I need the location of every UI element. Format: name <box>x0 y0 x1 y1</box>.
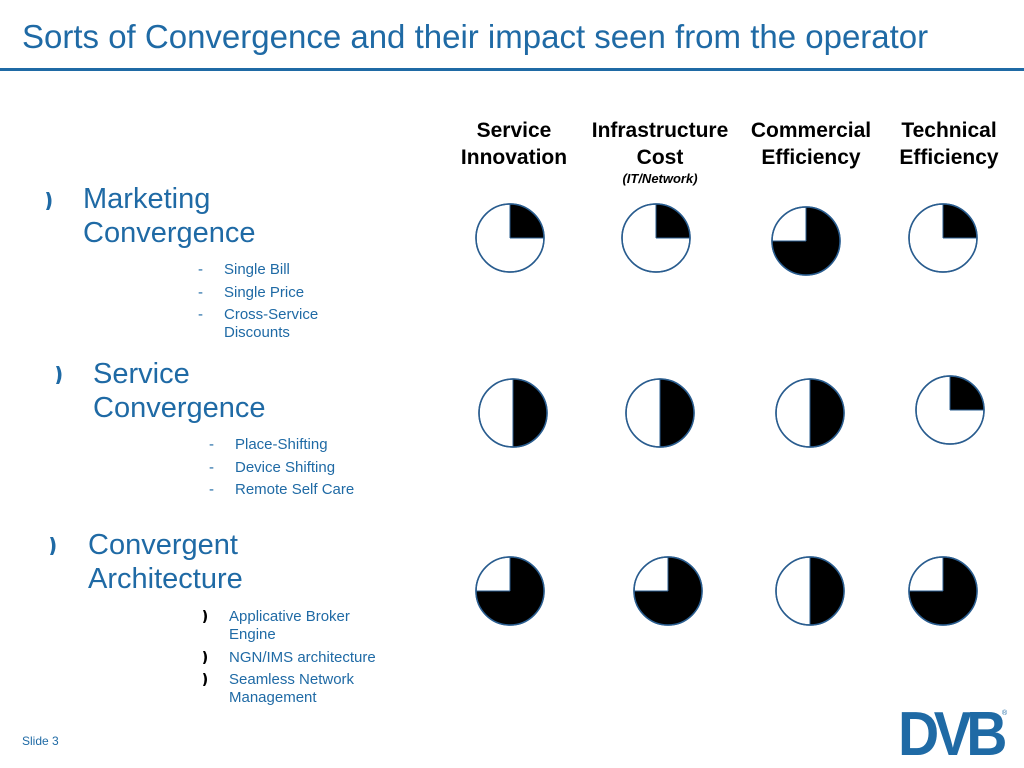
list-item-text: Place-Shifting <box>235 436 328 453</box>
column-header-technical-efficiency: Technical Efficiency <box>892 117 1006 171</box>
impact-pie-icon <box>621 203 691 273</box>
impact-pie-icon <box>771 206 841 276</box>
list-item-text: Single Bill <box>224 261 290 278</box>
list-item-text-continued: Engine <box>229 626 276 643</box>
list-item: NGN/IMS architecture <box>203 649 376 667</box>
marketing-convergence-list: - Single Bill - Single Price - Cross-Servic… <box>198 261 318 347</box>
impact-pie-icon <box>478 378 548 448</box>
impact-pie-icon <box>625 378 695 448</box>
service-convergence-list: - Place-Shifting - Device Shifting - Remote… <box>209 436 354 504</box>
column-header-line1: Infrastructure <box>591 119 729 142</box>
impact-pie-fill <box>943 204 977 238</box>
svg-text:DVB: DVB <box>898 706 1005 756</box>
convergent-architecture-list: Applicative Broker Engine NGN/IMS archite… <box>203 608 376 712</box>
dvb-logo: DVB ® <box>898 706 1008 756</box>
column-header-line2: Cost <box>636 146 684 169</box>
section-bullet-icon <box>46 192 52 210</box>
list-item-text: NGN/IMS architecture <box>229 648 376 666</box>
list-item: - Single Price <box>198 284 318 302</box>
list-item: - Single Bill <box>198 261 318 279</box>
list-item-text: Single Price <box>224 283 305 301</box>
impact-pie-fill <box>660 379 694 447</box>
column-header-service-innovation: Service Innovation <box>456 117 572 171</box>
list-item: - Device Shifting <box>209 459 354 477</box>
column-header-line1: Technical <box>901 119 997 142</box>
list-item-text: Seamless Network <box>229 671 355 688</box>
impact-pie-fill <box>656 204 690 238</box>
list-item: Seamless Network Management <box>203 671 376 707</box>
column-header-line1: Service <box>476 119 552 142</box>
section-title-line1: Marketing <box>83 183 211 215</box>
impact-pie-icon <box>775 556 845 626</box>
list-item-text: Device Shifting <box>235 458 336 476</box>
section-title-service-convergence: Service Convergence <box>93 357 266 425</box>
list-item: Applicative Broker Engine <box>203 608 376 644</box>
list-item-text-continued: Management <box>229 689 317 706</box>
section-title-convergent-architecture: Convergent Architecture <box>88 528 243 596</box>
column-header-line1: Commercial <box>750 119 872 142</box>
dash-bullet: - <box>198 306 203 323</box>
slide-number: Slide 3 <box>22 734 59 748</box>
list-item: - Place-Shifting <box>209 436 354 454</box>
column-header-line2: Innovation <box>460 146 568 169</box>
column-header-infrastructure-cost: Infrastructure Cost (IT/Network) <box>585 117 735 187</box>
dash-bullet: - <box>209 481 214 498</box>
impact-pie-icon <box>915 375 985 445</box>
column-header-line2: Efficiency <box>761 146 861 169</box>
column-header-commercial-efficiency: Commercial Efficiency <box>744 117 878 171</box>
impact-pie-icon <box>908 556 978 626</box>
dash-bullet: - <box>198 283 203 301</box>
impact-pie-fill <box>513 379 547 447</box>
dash-bullet: - <box>209 436 214 453</box>
impact-pie-fill <box>950 376 984 410</box>
section-bullet-icon <box>56 366 62 384</box>
dash-bullet: - <box>209 458 214 476</box>
column-header-line2: Efficiency <box>899 146 999 169</box>
list-item: - Cross-Service Discounts <box>198 306 318 342</box>
title-divider <box>0 68 1024 71</box>
section-title-line1: Convergent <box>88 529 238 561</box>
list-item-text-continued: Discounts <box>224 324 290 341</box>
impact-pie-icon <box>475 203 545 273</box>
dash-bullet: - <box>198 261 203 278</box>
impact-pie-icon <box>633 556 703 626</box>
impact-pie-icon <box>475 556 545 626</box>
impact-pie-fill <box>510 204 544 238</box>
chevron-bullet-icon <box>203 650 207 664</box>
chevron-bullet-icon <box>203 610 207 623</box>
section-title-line2: Convergence <box>93 392 266 424</box>
section-title-marketing-convergence: Marketing Convergence <box>83 182 256 250</box>
slide-title: Sorts of Convergence and their impact se… <box>22 18 929 55</box>
impact-pie-fill <box>810 379 844 447</box>
column-header-note: (IT/Network) <box>622 171 698 186</box>
list-item-text: Remote Self Care <box>235 481 355 498</box>
section-title-line1: Service <box>93 358 190 390</box>
list-item-text: Applicative Broker <box>229 608 350 625</box>
section-title-line2: Convergence <box>83 217 256 249</box>
impact-pie-fill <box>810 557 844 625</box>
impact-pie-icon <box>908 203 978 273</box>
chevron-bullet-icon <box>203 673 207 686</box>
section-title-line2: Architecture <box>88 563 243 595</box>
section-bullet-icon <box>50 537 56 555</box>
impact-pie-icon <box>775 378 845 448</box>
list-item-text: Cross-Service <box>224 306 319 323</box>
svg-text:®: ® <box>1002 709 1008 717</box>
list-item: - Remote Self Care <box>209 481 354 499</box>
